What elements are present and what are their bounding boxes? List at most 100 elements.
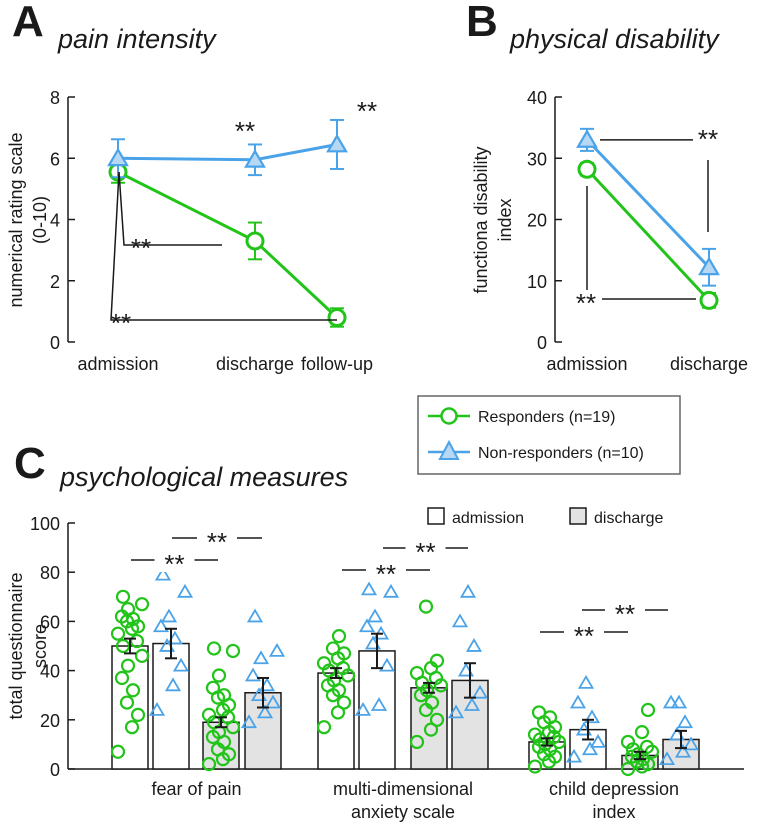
panel-c-point-responders xyxy=(134,597,150,612)
panel-a-point-nonresponders xyxy=(107,147,129,167)
panel-c-ylabel-line2: score xyxy=(30,624,50,668)
panel-c-point-nonresponders xyxy=(256,704,274,719)
panel-c-letter: C xyxy=(14,439,46,488)
panel-c-point-responders xyxy=(325,641,341,656)
legend-responders-marker xyxy=(440,407,458,425)
panel-a-y-tick-label: 2 xyxy=(50,272,60,292)
panel-a-ylabel-line2: (0-10) xyxy=(30,196,50,244)
panel-a-sig-bracket-followup xyxy=(110,171,337,321)
panel-c-sig-gap xyxy=(197,526,237,550)
panel-c-sig-label: ** xyxy=(574,621,594,651)
panel-c-point-responders xyxy=(110,744,126,759)
panel-c-point-responders xyxy=(130,707,146,722)
panel-b-sig-between: ** xyxy=(698,124,718,154)
panel-c-point-nonresponders xyxy=(451,613,469,628)
panel-c-sig-label: ** xyxy=(164,549,184,579)
panel-c-point-responders xyxy=(211,668,227,683)
panel-c-point-nonresponders xyxy=(160,608,178,623)
panel-c-group-label-line1: child depression xyxy=(549,779,679,799)
panel-c-sig-gap xyxy=(366,558,406,582)
panel-c-point-responders xyxy=(331,629,347,644)
panel-c-point-nonresponders xyxy=(246,608,264,623)
panel-a-point-nonresponders xyxy=(244,149,266,168)
panel-b-ylabel-line1: functiona disability xyxy=(471,146,491,293)
panel-c-point-nonresponders xyxy=(366,608,384,623)
panel-b-point-nonresponders xyxy=(698,256,720,276)
panel-a-title: pain intensity xyxy=(57,24,217,54)
panel-c-point-responders xyxy=(531,705,547,720)
panel-c-point-nonresponders xyxy=(447,704,465,719)
panel-c-point-nonresponders xyxy=(662,694,680,709)
panel-a-series-line xyxy=(117,142,338,162)
panel-a-x-tick-label: discharge xyxy=(216,354,294,374)
panel-c-point-responders xyxy=(216,688,232,703)
panel-c-point-nonresponders xyxy=(152,618,170,633)
panel-c-group-label-line2: index xyxy=(592,802,635,822)
panel-b-letter: B xyxy=(466,0,498,46)
panel-c-point-nonresponders xyxy=(670,694,688,709)
panel-b-ylabel-line2: index xyxy=(495,198,515,241)
panel-b-x-tick-label: admission xyxy=(546,354,627,374)
panel-b-point-responders xyxy=(699,290,719,310)
chart-marks: 0 2 4 6 8 admission discharge follow-up ** ** ** **… xyxy=(30,88,748,822)
panel-c-sig-label: ** xyxy=(415,537,435,567)
panel-c-point-nonresponders xyxy=(463,697,481,711)
panel-c-point-responders xyxy=(201,707,217,722)
panel-c-point-responders xyxy=(634,724,650,740)
panel-b-y-tick-label: 0 xyxy=(537,333,547,353)
panel-a-point-responders xyxy=(327,308,347,327)
panel-c-point-nonresponders xyxy=(244,667,262,682)
panel-c-group-label-line1: fear of pain xyxy=(151,779,241,799)
panel-c-point-responders xyxy=(110,626,126,641)
panel-c-point-nonresponders xyxy=(268,642,286,657)
panel-a-sig-admission-followup: ** xyxy=(111,308,131,338)
legend-admission-swatch xyxy=(427,507,445,525)
panel-c-point-nonresponders xyxy=(354,702,372,716)
legend-responders-label: Responders (n=19) xyxy=(478,409,615,426)
panel-c-point-responders xyxy=(527,759,543,774)
panel-c-point-nonresponders xyxy=(164,677,182,692)
panel-c-point-nonresponders xyxy=(565,748,583,763)
panel-c-y-tick-label: 60 xyxy=(40,612,60,632)
panel-c-point-nonresponders xyxy=(471,684,489,699)
panel-b-y-tick-label: 10 xyxy=(527,272,547,292)
panel-b-point-responders xyxy=(577,159,597,179)
panel-a-y-tick-label: 8 xyxy=(50,88,60,108)
panel-c-sig-label: ** xyxy=(615,599,635,629)
panel-c-y-tick-label: 40 xyxy=(40,662,60,682)
panel-c-point-responders xyxy=(330,705,346,720)
panel-a-sig-bracket-discharge xyxy=(118,171,222,246)
panel-c-point-responders xyxy=(124,720,140,735)
panel-c-point-responders xyxy=(639,739,655,754)
panel-c-point-responders xyxy=(429,712,445,727)
legend-frame xyxy=(417,395,681,475)
panel-c-point-responders xyxy=(119,695,135,710)
panel-c-ylabel-line1: total questionnaire xyxy=(6,572,26,719)
panel-c-point-responders xyxy=(225,643,241,659)
panel-c-y-tick-label: 0 xyxy=(50,760,60,780)
panel-c-point-nonresponders xyxy=(154,566,172,581)
panel-c-point-responders xyxy=(120,658,136,673)
panel-c-point-responders xyxy=(620,761,636,777)
panel-c-sig-gap xyxy=(605,598,645,622)
panel-c-point-nonresponders xyxy=(360,581,378,596)
panel-a-sig-followup: ** xyxy=(357,96,377,126)
panel-c-group-label-line1: multi-dimensional xyxy=(333,779,473,799)
panel-b-series-line xyxy=(585,138,711,269)
panel-c-point-nonresponders xyxy=(240,714,258,729)
panel-c-point-responders xyxy=(114,670,130,686)
panel-c-sig-gap xyxy=(405,536,446,560)
legend-discharge-label: discharge xyxy=(594,510,663,527)
panel-c-point-nonresponders xyxy=(583,709,601,724)
panel-c-point-responders xyxy=(201,756,217,772)
panel-c-point-nonresponders xyxy=(148,702,166,716)
panel-a-x-tick-label: follow-up xyxy=(301,354,373,374)
panel-c-y-tick-label: 100 xyxy=(30,514,60,534)
legend-nonresponders-marker xyxy=(438,439,460,460)
panel-c-point-responders xyxy=(115,589,131,604)
panel-c-point-responders xyxy=(316,656,332,671)
panel-a-point-nonresponders xyxy=(326,133,348,153)
panel-c-point-responders xyxy=(409,734,425,750)
panel-c-point-nonresponders xyxy=(264,694,282,709)
